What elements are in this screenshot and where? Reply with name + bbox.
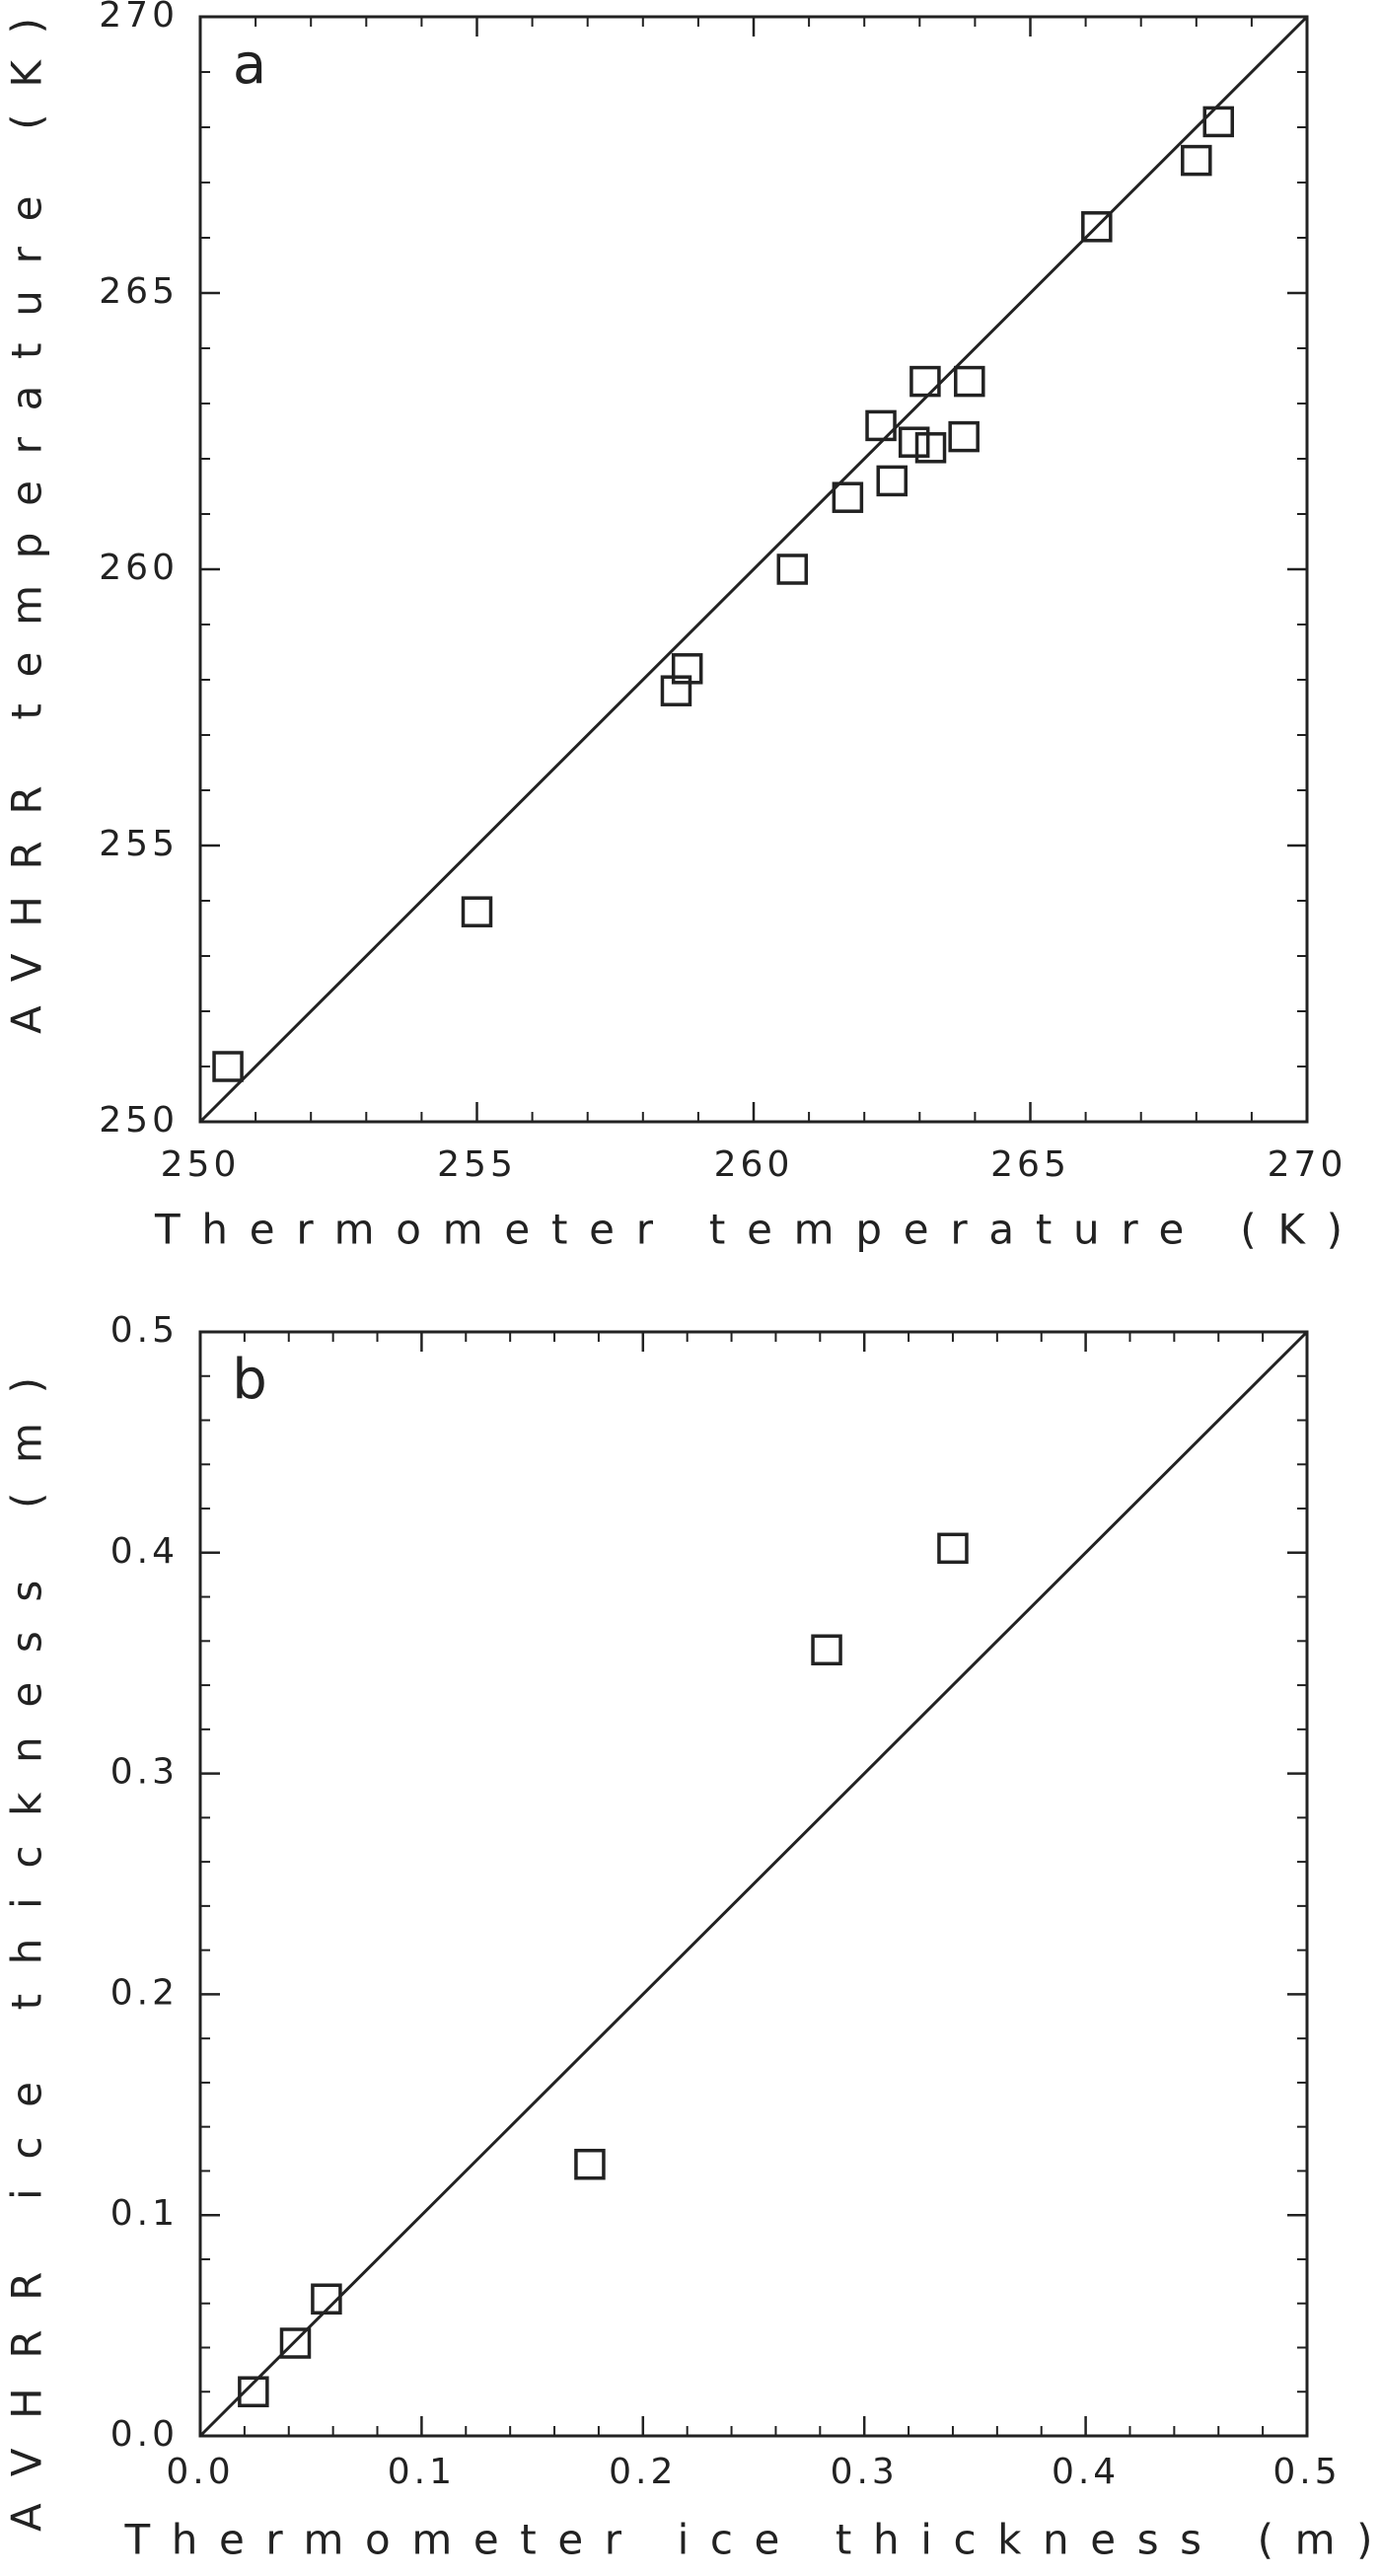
panel-label: b xyxy=(232,1348,267,1412)
x-tick-label: 0.1 xyxy=(388,2452,456,2492)
marker xyxy=(212,1051,244,1082)
y-tick-label: 0.3 xyxy=(110,1752,179,1793)
y-tick-label: 250 xyxy=(99,1100,179,1141)
y-axis-title: AVHRR temperature (K) xyxy=(3,18,51,1034)
y-tick-label: 255 xyxy=(99,824,179,864)
y-tick-label: 270 xyxy=(99,0,179,36)
marker xyxy=(898,426,930,458)
marker xyxy=(832,481,864,513)
y-tick-label: 0.5 xyxy=(110,1310,179,1351)
identity-line xyxy=(198,1330,1309,2438)
x-tick-label: 260 xyxy=(714,1144,794,1185)
marker xyxy=(574,2148,606,2180)
marker xyxy=(1181,144,1212,177)
marker xyxy=(865,409,897,442)
y-tick-label: 265 xyxy=(99,271,179,312)
marker xyxy=(671,653,703,685)
x-tick-label: 255 xyxy=(437,1144,517,1185)
marker xyxy=(1081,211,1113,243)
marker xyxy=(876,465,908,497)
x-tick-label: 0.4 xyxy=(1052,2452,1120,2492)
marker xyxy=(776,553,809,585)
y-axis-title: AVHRR ice thickness (m) xyxy=(3,1377,51,2532)
marker xyxy=(660,675,692,706)
marker xyxy=(811,1634,842,1666)
x-tick-label: 0.3 xyxy=(831,2452,899,2492)
y-tick-label: 0.1 xyxy=(110,2193,179,2234)
y-tick-label: 260 xyxy=(99,548,179,588)
marker xyxy=(238,2376,269,2407)
x-tick-label: 250 xyxy=(161,1144,241,1185)
marker xyxy=(954,365,985,398)
x-tick-label: 0.2 xyxy=(609,2452,677,2492)
x-axis-title: Thermometer ice thickness (m) xyxy=(124,2516,1373,2564)
y-tick-label: 0.2 xyxy=(110,1972,179,2013)
marker xyxy=(948,420,980,453)
panel-label: a xyxy=(233,33,266,97)
x-tick-label: 265 xyxy=(990,1144,1070,1185)
identity-line xyxy=(198,15,1309,1124)
marker xyxy=(311,2283,342,2315)
marker xyxy=(914,432,947,464)
marker xyxy=(909,365,941,398)
plot-frame xyxy=(198,1330,1309,2438)
marker xyxy=(279,2327,312,2359)
y-tick-label: 0.4 xyxy=(110,1531,179,1572)
y-tick-label: 0.0 xyxy=(110,2414,179,2455)
marker xyxy=(937,1532,969,1565)
x-axis-title: Thermometer temperature (K) xyxy=(154,1206,1343,1254)
x-tick-label: 0.5 xyxy=(1272,2452,1341,2492)
marker xyxy=(461,896,493,927)
x-tick-label: 270 xyxy=(1268,1144,1347,1185)
marker xyxy=(1202,106,1234,138)
x-tick-label: 0.0 xyxy=(166,2452,234,2492)
